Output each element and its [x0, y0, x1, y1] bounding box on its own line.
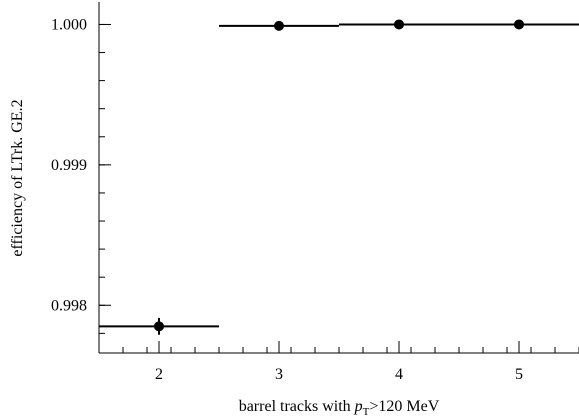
- y-tick-label: 0.998: [51, 297, 87, 314]
- x-axis-title-suffix: >120 MeV: [369, 398, 439, 415]
- data-point: [394, 19, 404, 30]
- x-tick-label: 5: [515, 366, 523, 383]
- data-point: [154, 321, 164, 332]
- x-axis-title-prefix: barrel tracks with: [239, 398, 355, 415]
- x-axis-title-sub: T: [363, 406, 370, 418]
- x-axis-title: barrel tracks with pT>120 MeV: [239, 398, 440, 418]
- data-point: [274, 20, 284, 31]
- x-axis-title-var: p: [354, 398, 363, 415]
- data-point: [514, 19, 524, 30]
- y-tick-label: 0.999: [51, 157, 87, 174]
- y-ticks: 0.998 0.999 1.000: [51, 16, 111, 314]
- x-tick-label: 4: [395, 366, 403, 383]
- y-axis-title: efficiency of LTrk. GE.2: [9, 99, 26, 256]
- x-tick-label: 2: [155, 366, 163, 383]
- y-tick-label: 1.000: [51, 16, 87, 33]
- x-ticks: 2 3 4 5: [155, 341, 523, 383]
- minor-ticks: [98, 23, 579, 353]
- data-series: [99, 19, 579, 335]
- plot-frame: [98, 2, 579, 354]
- x-tick-label: 3: [275, 366, 283, 383]
